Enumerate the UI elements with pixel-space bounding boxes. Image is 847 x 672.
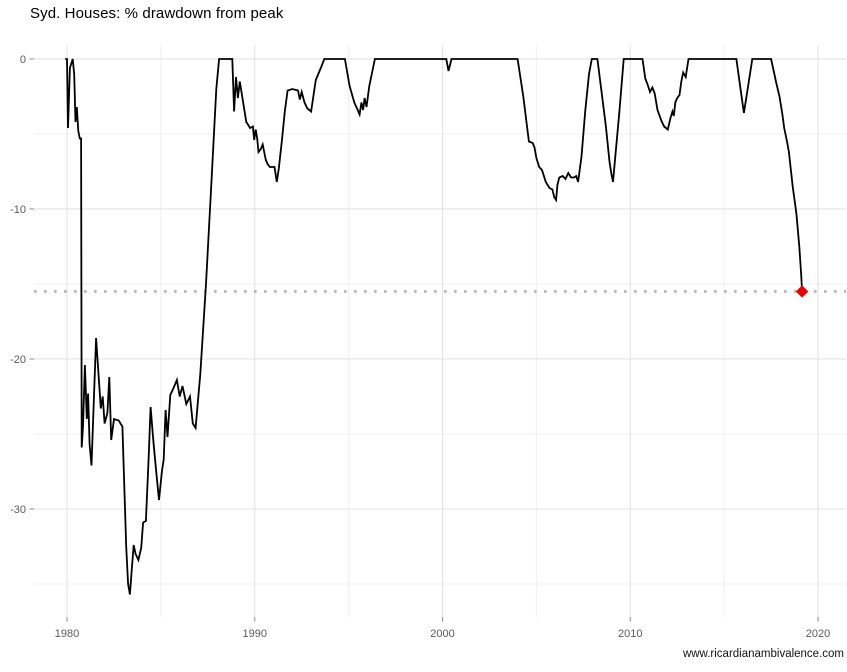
latest-point-diamond-marker <box>795 285 809 298</box>
x-axis-tick-label: 2020 <box>806 628 830 640</box>
x-axis-tick-label: 1980 <box>55 628 79 640</box>
y-axis-tick-label: -10 <box>10 204 26 216</box>
y-axis-tick-label: 0 <box>20 54 26 66</box>
drawdown-series-line <box>65 58 803 595</box>
x-axis-tick-label: 2000 <box>430 628 454 640</box>
x-axis-tick-label: 2010 <box>618 628 642 640</box>
y-axis-tick-label: -20 <box>10 354 26 366</box>
chart-title: Syd. Houses: % drawdown from peak <box>30 5 284 22</box>
x-axis-tick-label: 1990 <box>243 628 267 640</box>
y-axis-tick-label: -30 <box>10 504 26 516</box>
watermark-text: www.ricardianambivalence.com <box>682 648 844 660</box>
